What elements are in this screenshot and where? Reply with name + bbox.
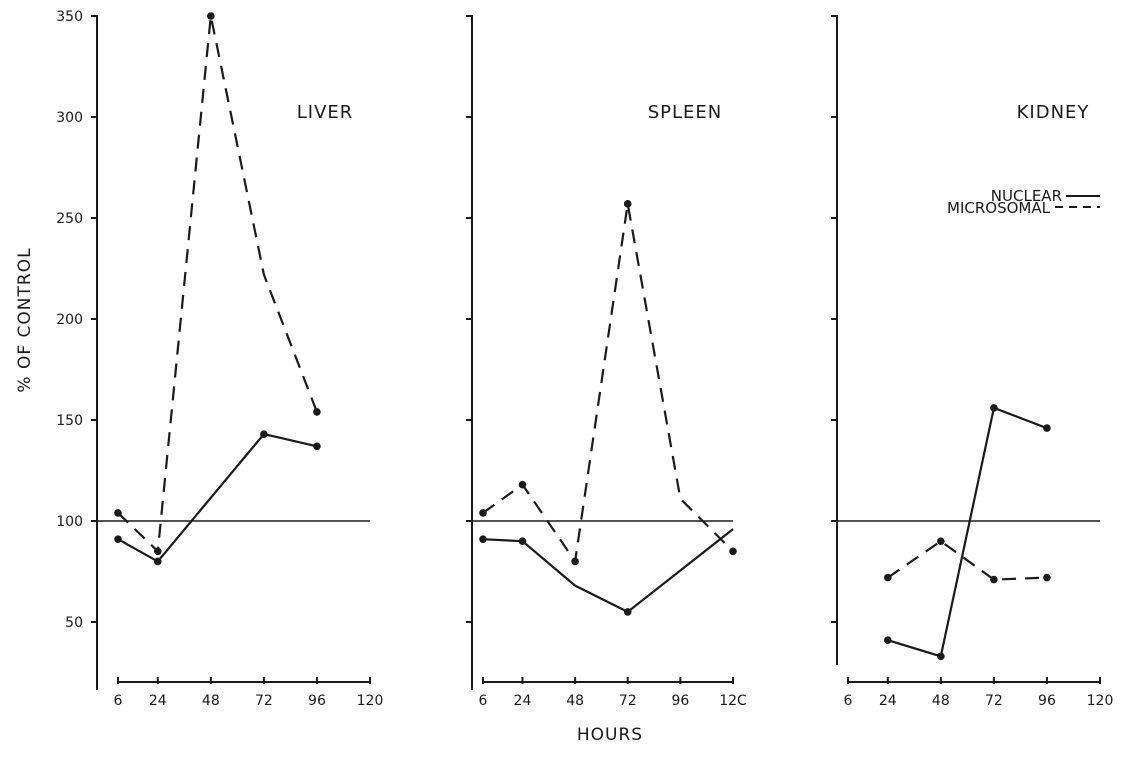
x-tick-label: 24 bbox=[149, 693, 167, 709]
data-point-nuclear bbox=[623, 608, 632, 616]
series-line-nuclear bbox=[482, 528, 734, 614]
panels-group: 350 300 250 200 150 100 50 6 24 48 72 96 120 LIVER 6 24… bbox=[56, 9, 1113, 709]
x-tick-label: 48 bbox=[202, 693, 220, 709]
y-tick-label-300: 300 bbox=[56, 110, 83, 126]
x-tick-label: 24 bbox=[879, 693, 897, 709]
legend: NUCLEAR MICROSOMAL bbox=[947, 187, 1100, 217]
data-point-microsomal bbox=[623, 200, 632, 208]
panel-spleen: 6 24 48 72 96 12C SPLEEN bbox=[466, 15, 747, 709]
y-tick-label-150: 150 bbox=[56, 413, 83, 429]
data-point-nuclear bbox=[937, 652, 945, 661]
y-tick-label-350: 350 bbox=[56, 9, 83, 25]
data-point-nuclear bbox=[518, 537, 527, 545]
x-tick-label: 48 bbox=[932, 693, 950, 709]
series-line-microsomal bbox=[887, 540, 1047, 581]
x-tick-label: 72 bbox=[985, 693, 1003, 709]
x-tick-label: 6 bbox=[844, 693, 853, 709]
data-point-microsomal bbox=[990, 575, 998, 584]
panel-title-liver: LIVER bbox=[297, 102, 354, 123]
legend-label-nuclear: NUCLEAR bbox=[991, 187, 1062, 205]
y-tick-label-200: 200 bbox=[56, 312, 83, 328]
series-line-nuclear bbox=[887, 406, 1048, 658]
x-tick-label: 12C bbox=[719, 693, 747, 709]
data-point-microsomal bbox=[153, 547, 162, 556]
x-axis-title: HOURS bbox=[577, 725, 643, 745]
data-point-microsomal bbox=[729, 547, 737, 556]
series-line-microsomal bbox=[117, 14, 318, 553]
x-tick-label: 6 bbox=[479, 693, 488, 709]
x-tick-label: 6 bbox=[114, 693, 123, 709]
data-point-microsomal bbox=[1043, 573, 1051, 582]
x-tick-label: 120 bbox=[1087, 693, 1114, 709]
series-line-nuclear bbox=[117, 433, 318, 563]
x-tick-label: 24 bbox=[514, 693, 532, 709]
data-point-microsomal bbox=[883, 573, 892, 582]
x-tick-label: 48 bbox=[566, 693, 584, 709]
data-point-microsomal bbox=[571, 557, 579, 566]
legend-label-microsomal: MICROSOMAL bbox=[947, 199, 1051, 217]
x-tick-label: 72 bbox=[619, 693, 637, 709]
panel-kidney: 6 24 48 72 96 120 KIDNEY bbox=[831, 15, 1113, 709]
series-line-microsomal bbox=[482, 202, 734, 563]
data-point-nuclear bbox=[1043, 424, 1051, 432]
y-tick-label-250: 250 bbox=[56, 211, 83, 227]
panel-liver: 350 300 250 200 150 100 50 6 24 48 72 96 120 LIVER bbox=[56, 9, 383, 709]
panel-title-spleen: SPLEEN bbox=[648, 102, 723, 123]
data-point-nuclear bbox=[313, 442, 321, 451]
x-tick-label: 72 bbox=[255, 693, 273, 709]
x-tick-label: 96 bbox=[671, 693, 689, 709]
x-tick-label: 96 bbox=[308, 693, 326, 709]
data-point-nuclear bbox=[153, 557, 162, 566]
data-point-nuclear bbox=[990, 404, 998, 412]
y-axis-title: % OF CONTROL bbox=[15, 247, 35, 392]
data-point-microsomal bbox=[114, 509, 122, 517]
panel-title-kidney: KIDNEY bbox=[1017, 102, 1090, 123]
y-tick-label-50: 50 bbox=[65, 615, 83, 631]
data-point-nuclear bbox=[114, 535, 122, 543]
data-point-nuclear bbox=[260, 430, 268, 438]
data-point-nuclear bbox=[479, 535, 487, 543]
x-tick-label: 120 bbox=[357, 693, 384, 709]
data-point-microsomal bbox=[479, 509, 487, 517]
x-tick-label: 96 bbox=[1038, 693, 1056, 709]
data-point-microsomal bbox=[518, 480, 527, 489]
data-point-microsomal bbox=[207, 12, 215, 20]
data-point-microsomal bbox=[313, 408, 321, 416]
data-point-microsomal bbox=[937, 537, 945, 545]
data-point-nuclear bbox=[883, 636, 892, 644]
y-tick-label-100: 100 bbox=[56, 514, 83, 530]
